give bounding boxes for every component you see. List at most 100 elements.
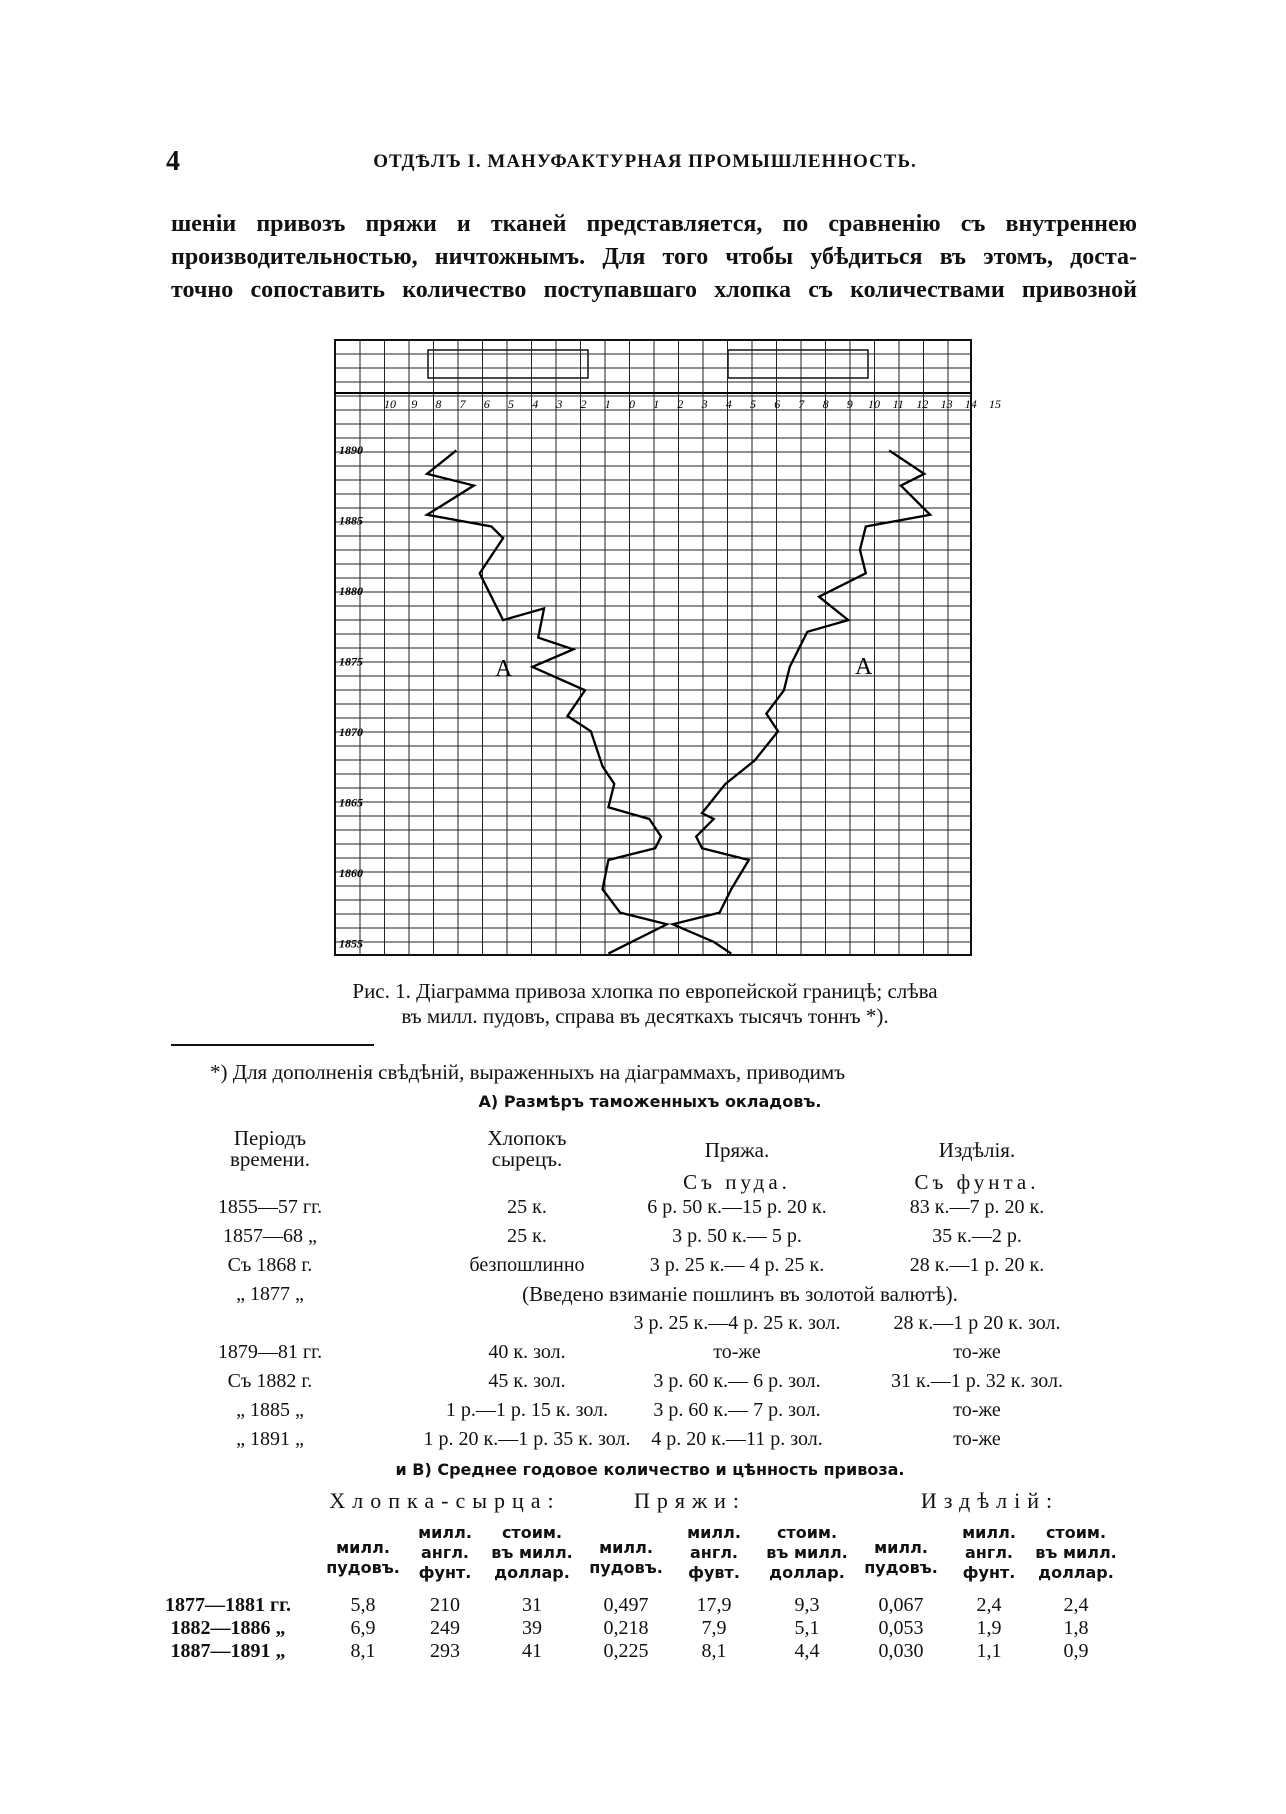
table-cell: 0,053 bbox=[878, 1617, 924, 1639]
table-cell: то-же bbox=[953, 1399, 1001, 1421]
table-cell: то-же bbox=[713, 1341, 761, 1363]
column-header: милл. bbox=[962, 1523, 1016, 1542]
column-header: англ. bbox=[420, 1543, 470, 1562]
table-cell: 39 bbox=[522, 1617, 542, 1639]
period-cell: 1877—1881 гг. bbox=[165, 1594, 291, 1616]
table-cell: 0,030 bbox=[878, 1640, 924, 1662]
period-cell: Съ 1868 г. bbox=[227, 1254, 313, 1276]
text-line: точно сопоставить количество поступавшаг… bbox=[171, 277, 1137, 303]
column-header: въ милл. bbox=[766, 1543, 848, 1562]
table-cell: 210 bbox=[430, 1594, 460, 1616]
footnote-rule bbox=[171, 1044, 374, 1046]
scale-label: 14 bbox=[965, 397, 977, 411]
scale-label: 10 bbox=[384, 397, 396, 411]
column-header: милл. bbox=[336, 1538, 390, 1557]
scale-label: 6 bbox=[484, 397, 490, 411]
table-cell: 1,1 bbox=[976, 1640, 1002, 1662]
table-cell: 4,4 bbox=[794, 1640, 820, 1662]
period-cell: „ 1891 „ bbox=[236, 1428, 304, 1450]
scale-label: 4 bbox=[532, 397, 538, 411]
table-cell: 0,218 bbox=[603, 1617, 649, 1639]
text-line: шеніи привозъ пряжи и тканей представляе… bbox=[171, 211, 1137, 237]
table-cell: (Введено взиманіе пошлинъ въ золотой вал… bbox=[522, 1282, 958, 1306]
table-cell: 3 р. 60 к.— 6 р. зол. bbox=[653, 1370, 821, 1392]
column-header: милл. bbox=[599, 1538, 653, 1557]
column-header: доллар. bbox=[494, 1563, 570, 1582]
scale-label: 7 bbox=[798, 397, 805, 411]
table-cell: 1,8 bbox=[1063, 1617, 1089, 1639]
section-title: и В) Среднее годовое количество и цѣннос… bbox=[395, 1460, 905, 1479]
column-header: Хлопокъ сырецъ. bbox=[487, 1126, 567, 1171]
diagram: 10 9 8 7 6 5 4 3 2 1 0 1 2 3 4 5 6 7 8 9 10 11 12 13 14 151890188… bbox=[334, 339, 1001, 956]
column-header: милл. bbox=[418, 1523, 472, 1542]
period-cell: „ 1877 „ bbox=[236, 1283, 304, 1305]
scale-label: 1 bbox=[653, 397, 659, 411]
column-header: въ милл. bbox=[1035, 1543, 1117, 1562]
group-header: Пряжи: bbox=[633, 1488, 747, 1513]
scale-label: 12 bbox=[916, 397, 928, 411]
table-cell: 25 к. bbox=[507, 1196, 547, 1218]
column-header: пудовъ. bbox=[589, 1558, 663, 1577]
scale-label: 2 bbox=[677, 397, 683, 411]
table-cell: 9,3 bbox=[794, 1594, 820, 1616]
column-header: стоим. bbox=[776, 1523, 838, 1542]
curve-label: А bbox=[855, 654, 873, 680]
table-cell: 3 р. 25 к.—4 р. 25 к. зол. bbox=[633, 1312, 841, 1334]
table-cell: 249 bbox=[430, 1617, 460, 1639]
table-cell: 41 bbox=[522, 1640, 542, 1662]
year-label: 1890 bbox=[339, 443, 363, 457]
table-cell: 5,1 bbox=[794, 1617, 820, 1639]
table-cell: 0,225 bbox=[603, 1640, 649, 1662]
table-cell: 4 р. 20 к.—11 р. зол. bbox=[651, 1428, 823, 1450]
scale-label: 9 bbox=[411, 397, 417, 411]
table-cell: 3 р. 60 к.— 7 р. зол. bbox=[653, 1399, 821, 1421]
column-header: въ милл. bbox=[491, 1543, 573, 1562]
scale-label: 3 bbox=[555, 397, 562, 411]
unit-label: Съ пуда. bbox=[683, 1170, 791, 1194]
table-cell: 0,9 bbox=[1063, 1640, 1089, 1662]
table-cell: 3 р. 25 к.— 4 р. 25 к. bbox=[649, 1254, 825, 1276]
group-header: Хлопка-сырца: bbox=[329, 1488, 561, 1513]
scale-box bbox=[427, 349, 589, 379]
table-cell: 40 к. зол. bbox=[488, 1341, 566, 1363]
period-cell: 1855—57 гг. bbox=[217, 1196, 323, 1218]
year-label: 1870 bbox=[339, 725, 363, 739]
table-cell: 1,9 bbox=[976, 1617, 1002, 1639]
table-cell: 17,9 bbox=[696, 1594, 732, 1616]
column-header: пудовъ. bbox=[326, 1558, 400, 1577]
table-cell: 6,9 bbox=[350, 1617, 376, 1639]
column-header: англ. bbox=[964, 1543, 1014, 1562]
period-cell: 1879—81 гг. bbox=[217, 1341, 323, 1363]
scale-label: 5 bbox=[508, 397, 514, 411]
column-header: пудовъ. bbox=[864, 1558, 938, 1577]
page-header: ОТДѢЛЪ I. МАНУФАКТУРНАЯ ПРОМЫШЛЕННОСТЬ. bbox=[373, 151, 917, 172]
page-number: 4 bbox=[166, 146, 180, 177]
table-cell: 35 к.—2 р. bbox=[932, 1225, 1022, 1247]
table-cell: то-же bbox=[953, 1428, 1001, 1450]
table-cell: 6 р. 50 к.—15 р. 20 к. bbox=[647, 1196, 827, 1218]
table-cell: 1 р.—1 р. 15 к. зол. bbox=[445, 1399, 609, 1421]
column-header: доллар. bbox=[769, 1563, 845, 1582]
year-label: 1885 bbox=[339, 514, 363, 528]
scale-label: 4 bbox=[726, 397, 732, 411]
column-header: стоим. bbox=[1045, 1523, 1107, 1542]
period-cell: 1882—1886 „ bbox=[170, 1617, 286, 1639]
table-cell: 45 к. зол. bbox=[488, 1370, 566, 1392]
year-label: 1865 bbox=[339, 796, 363, 810]
scale-label: 5 bbox=[750, 397, 756, 411]
table-cell: 8,1 bbox=[350, 1640, 376, 1662]
column-header: фунт. bbox=[418, 1563, 472, 1582]
table-cell: 0,067 bbox=[878, 1594, 924, 1616]
table-cell: 8,1 bbox=[701, 1640, 727, 1662]
scale-label: 13 bbox=[941, 397, 953, 411]
column-header: стоим. bbox=[501, 1523, 563, 1542]
text-line: производительностью, ничтожнымъ. Для тог… bbox=[171, 244, 1137, 270]
table-cell: 31 к.—1 р. 32 к. зол. bbox=[891, 1370, 1063, 1392]
table-cell: то-же bbox=[953, 1341, 1001, 1363]
table-cell: 25 к. bbox=[507, 1225, 547, 1247]
column-header: милл. bbox=[687, 1523, 741, 1542]
table-cell: 28 к.—1 р. 20 к. bbox=[909, 1254, 1045, 1276]
year-label: 1855 bbox=[339, 937, 363, 951]
scale-label: 9 bbox=[847, 397, 853, 411]
